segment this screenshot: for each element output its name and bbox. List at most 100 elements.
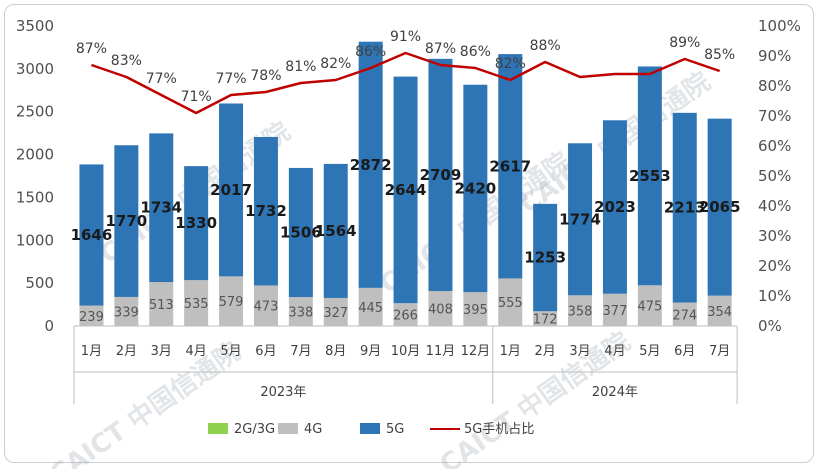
y-right-tick-label: 80% [758, 77, 791, 95]
x-category-label: 6月 [674, 344, 695, 359]
label-5g: 1734 [140, 199, 182, 217]
label-5g: 2023 [594, 198, 636, 216]
label-4g: 274 [672, 308, 697, 323]
label-4g: 579 [219, 295, 244, 310]
line-point-label: 83% [111, 53, 142, 69]
y-right-tick-label: 30% [758, 227, 791, 245]
bar-4g [393, 303, 418, 326]
label-4g: 475 [637, 300, 662, 315]
bar-5g [184, 166, 209, 281]
x-category-label: 7月 [290, 344, 311, 359]
y-left-tick-label: 1000 [16, 231, 54, 249]
line-point-label: 87% [425, 41, 456, 57]
legend-label: 5G [386, 422, 404, 437]
label-4g: 172 [533, 313, 558, 328]
bar-4g [358, 287, 383, 326]
label-4g: 408 [428, 303, 453, 318]
line-point-label: 71% [181, 89, 212, 105]
label-5g: 2553 [629, 167, 671, 185]
y-left-tick-label: 0 [44, 317, 54, 335]
label-4g: 358 [568, 305, 593, 320]
x-category-label: 9月 [360, 344, 381, 359]
bar-4g [114, 296, 139, 326]
label-5g: 2213 [664, 199, 706, 217]
y-right-tick-label: 0% [758, 317, 782, 335]
y-left-tick-label: 3500 [16, 17, 54, 35]
legend-label: 5G手机占比 [464, 422, 534, 437]
bar-5g [358, 41, 383, 288]
line-5g-share [91, 51, 721, 115]
y-left-tick-label: 1500 [16, 188, 54, 206]
label-5g: 1770 [105, 212, 147, 230]
label-5g: 1732 [245, 202, 287, 220]
x-category-label: 3月 [151, 344, 172, 359]
y-right-tick-label: 40% [758, 197, 791, 215]
bar-4g [288, 297, 313, 326]
line-point-label: 87% [76, 41, 107, 57]
x-group-label: 2024年 [592, 385, 638, 400]
bar-4g [602, 293, 627, 326]
line-point-label: 86% [460, 44, 491, 60]
label-5g: 2872 [350, 156, 392, 174]
x-category-label: 6月 [255, 344, 276, 359]
bar-5g [288, 167, 313, 298]
bar-5g [219, 103, 244, 277]
label-4g: 354 [707, 305, 732, 320]
bar-5g [637, 66, 662, 286]
x-category-label: 10月 [391, 344, 421, 359]
label-4g: 395 [463, 303, 488, 318]
bar-5g [672, 112, 697, 303]
label-4g: 555 [498, 296, 523, 311]
label-4g: 445 [358, 301, 383, 316]
y-right-tick-label: 100% [758, 17, 801, 35]
bar-4g [323, 297, 348, 326]
line-point-label: 82% [495, 56, 526, 72]
label-4g: 473 [254, 300, 279, 315]
line-point-label: 82% [320, 56, 351, 72]
line-point-label: 81% [285, 59, 316, 75]
label-5g: 2617 [489, 157, 531, 175]
bar-4g [533, 311, 558, 326]
y-right-tick-label: 60% [758, 137, 791, 155]
x-category-label: 3月 [569, 344, 590, 359]
bar-4g [498, 278, 523, 326]
line-point-label: 86% [355, 44, 386, 60]
bar-5g [428, 58, 453, 292]
x-category-label: 1月 [500, 344, 521, 359]
label-5g: 2644 [385, 181, 427, 199]
bar-4g [707, 295, 732, 326]
bars-layer [79, 41, 732, 326]
line-point-label: 78% [250, 68, 281, 84]
x-category-label: 11月 [426, 344, 456, 359]
bar-5g [79, 164, 104, 306]
x-category-label: 5月 [220, 344, 241, 359]
bar-4g [253, 285, 278, 326]
x-category-label: 8月 [325, 344, 346, 359]
label-4g: 513 [149, 298, 174, 313]
label-5g: 1253 [524, 249, 566, 267]
bar-4g [637, 285, 662, 326]
bar-5g [602, 120, 627, 294]
label-5g: 2017 [210, 181, 252, 199]
label-4g: 339 [114, 305, 139, 320]
x-category-label: 7月 [709, 344, 730, 359]
label-4g: 239 [79, 310, 104, 325]
y-right-tick-label: 50% [758, 167, 791, 185]
bar-5g [568, 143, 593, 296]
line-point-label: 91% [390, 29, 421, 45]
legend-swatch [278, 423, 298, 434]
bar-5g [114, 145, 139, 297]
y-right-tick-label: 90% [758, 47, 791, 65]
bar-4g [149, 282, 174, 326]
x-category-label: 4月 [186, 344, 207, 359]
label-5g: 2420 [454, 179, 496, 197]
line-layer: 87%83%77%71%77% 78%81% 82%86%91%87% 86%82%8… [76, 29, 735, 115]
bar-5g [323, 163, 348, 298]
x-category-label: 2月 [116, 344, 137, 359]
bar-4g [79, 305, 104, 326]
label-5g: 2709 [420, 166, 462, 184]
legend-layer: 2G/3G 4G 5G 5G手机占比 [208, 422, 534, 437]
line-point-label: 89% [669, 35, 700, 51]
y-left-tick-label: 500 [25, 274, 54, 292]
label-4g: 535 [184, 297, 209, 312]
